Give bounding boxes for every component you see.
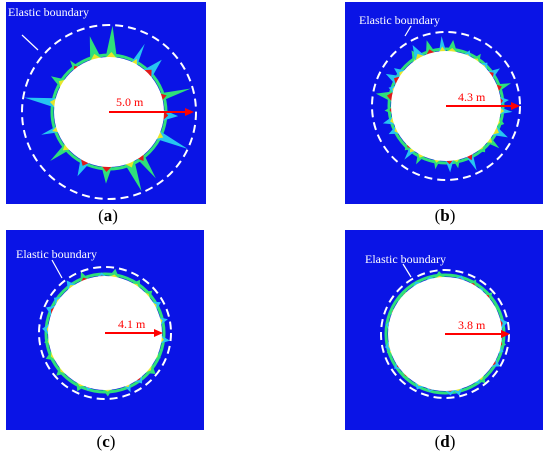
plastic-zone-spike [101, 165, 113, 184]
caption-close-paren: ) [109, 432, 116, 451]
caption-a: (a) [78, 206, 138, 226]
elastic-boundary-label: Elastic boundary [359, 13, 440, 27]
plastic-zone-spike [102, 388, 113, 397]
plastic-zone-spike [41, 126, 59, 135]
panel-d: Elastic boundary 3.8 m [345, 230, 543, 430]
caption-open-paren: ( [434, 206, 441, 225]
plastic-zone-core [133, 375, 142, 381]
plastic-zone-spike [105, 25, 117, 59]
label-leader-line [21, 34, 39, 51]
elastic-boundary-label: Elastic boundary [16, 247, 97, 261]
caption-close-paren: ) [112, 206, 118, 225]
elastic-boundary-label: Elastic boundary [8, 5, 89, 19]
plastic-zone-spike [159, 335, 170, 344]
panel-a: Elastic boundary 5.0 m [6, 2, 206, 204]
radius-label: 4.3 m [458, 90, 486, 104]
plastic-zone-spike [499, 107, 513, 115]
caption-c: (c) [76, 432, 136, 452]
plastic-zone-spike [375, 91, 395, 103]
radius-label: 3.8 m [458, 318, 486, 332]
radius-arrow-head [154, 329, 163, 337]
panel-b-figure: Elastic boundary 4.3 m [345, 2, 543, 204]
panel-d-figure: Elastic boundary 3.8 m [345, 230, 543, 430]
plastic-zone-spike [89, 36, 102, 62]
plastic-zone-spike [445, 159, 454, 173]
plastic-zone-core [143, 292, 150, 300]
plastic-zone-spikes [24, 25, 191, 192]
plastic-zone-spike [499, 96, 509, 106]
plastic-zone-spike [159, 88, 191, 101]
radius-arrow-head [501, 330, 510, 338]
plastic-zone-spike [124, 159, 142, 192]
caption-b: (b) [415, 206, 475, 226]
panel-b: Elastic boundary 4.3 m [345, 2, 543, 204]
radius-label: 4.1 m [118, 317, 146, 331]
label-leader-line [402, 263, 412, 278]
radius-arrow-head [511, 102, 520, 110]
elastic-boundary-label: Elastic boundary [365, 252, 446, 266]
label-leader-line [51, 259, 63, 279]
caption-letter: c [102, 432, 110, 451]
plastic-zone-spike [433, 158, 441, 170]
plastic-zone-spike [24, 97, 57, 108]
caption-close-paren: ) [449, 206, 456, 225]
label-leader-line [404, 25, 412, 37]
plastic-zone-spike [446, 39, 458, 54]
plastic-zone-spike [155, 130, 188, 149]
radius-arrow-head [185, 108, 194, 116]
caption-open-paren: ( [96, 432, 103, 451]
panel-a-figure: Elastic boundary 5.0 m [6, 2, 206, 204]
plastic-zone-core [438, 46, 447, 53]
panel-c: Elastic boundary 4.1 m [6, 230, 204, 430]
plastic-zone-spike [487, 68, 500, 79]
plastic-zone-core [396, 361, 402, 369]
radius-label: 5.0 m [116, 95, 144, 109]
elastic-boundary-circle [38, 266, 172, 400]
caption-letter: d [440, 432, 450, 451]
elastic-boundary-circle [21, 24, 197, 200]
plastic-zone-core [101, 165, 113, 172]
caption-d: (d) [415, 432, 475, 452]
panel-c-figure: Elastic boundary 4.1 m [6, 230, 204, 430]
plastic-zone-spike [131, 43, 145, 66]
caption-close-paren: ) [449, 432, 456, 451]
caption-open-paren: ( [434, 432, 441, 451]
caption-open-paren: ( [98, 206, 104, 225]
plastic-zone-core [105, 52, 117, 59]
plastic-zone-spike [438, 36, 447, 53]
plastic-zone-spike [384, 106, 393, 115]
caption-letter: b [440, 206, 450, 225]
caption-letter: a [103, 206, 113, 225]
